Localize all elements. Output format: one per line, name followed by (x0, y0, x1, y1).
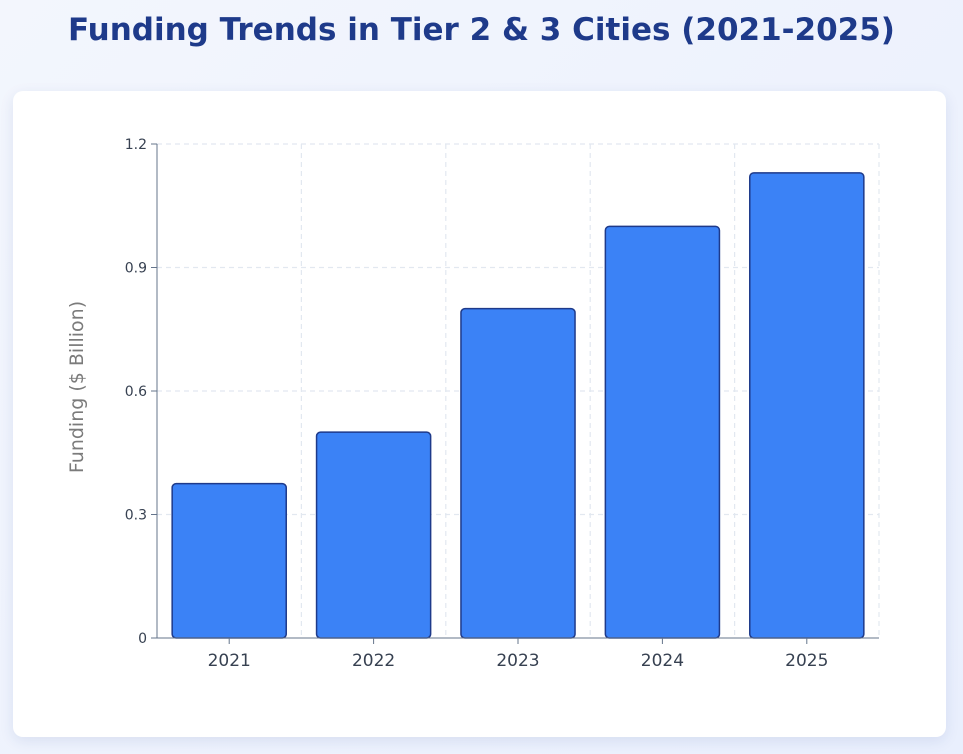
y-axis-label: Funding ($ Billion) (66, 301, 88, 473)
axes (151, 143, 879, 644)
y-tick-label: 0 (138, 631, 147, 647)
bar-2022 (315, 431, 432, 639)
y-tick-label: 1.2 (125, 137, 147, 153)
x-tick-label: 2021 (208, 651, 251, 671)
x-tick-label: 2023 (496, 651, 539, 671)
y-tick-label: 0.6 (125, 384, 147, 400)
x-tick-label: 2024 (641, 651, 684, 671)
bar-2025 (749, 172, 865, 639)
bar-chart: 0 0.3 0.6 0.9 1.2 2021 2022 2023 2024 2025 Fundin… (66, 137, 880, 671)
x-tick-label: 2022 (352, 651, 395, 671)
bar-2024 (604, 225, 721, 639)
bar-2023 (460, 307, 576, 639)
bars (171, 172, 865, 639)
tick-labels: 0 0.3 0.6 0.9 1.2 2021 2022 2023 2024 2025 (125, 137, 829, 671)
bar-2021 (171, 482, 287, 639)
y-tick-label: 0.3 (125, 508, 147, 524)
x-tick-label: 2025 (785, 651, 828, 671)
page-title: Funding Trends in Tier 2 & 3 Cities (202… (68, 12, 895, 48)
chart-card: 0 0.3 0.6 0.9 1.2 2021 2022 2023 2024 2025 Fundin… (13, 91, 946, 737)
y-tick-label: 0.9 (125, 261, 147, 277)
